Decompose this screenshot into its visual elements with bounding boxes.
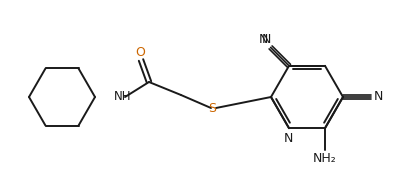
Text: N: N [373,91,383,103]
Text: O: O [135,47,145,59]
Text: N: N [262,33,271,46]
Text: S: S [208,102,216,115]
Text: N: N [259,33,268,47]
Text: NH: NH [114,91,132,103]
Text: NH₂: NH₂ [313,152,337,165]
Text: N: N [283,132,293,145]
